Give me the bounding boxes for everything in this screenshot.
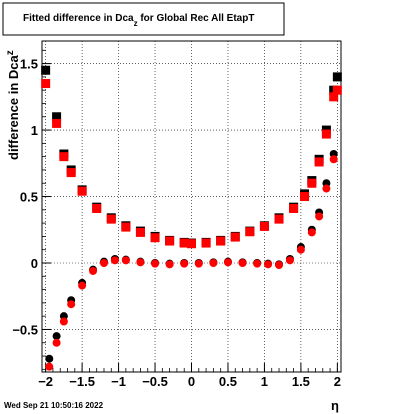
x-tick-label: −2	[38, 374, 53, 389]
data-point-circle	[121, 256, 130, 265]
y-tick-label: 0.5	[20, 190, 38, 205]
data-point-square	[92, 203, 102, 213]
data-point-square	[150, 233, 160, 243]
data-point-square	[274, 214, 284, 224]
data-point-circle	[78, 281, 87, 290]
data-point-square	[52, 118, 62, 128]
y-tick-label: −0.5	[12, 322, 38, 337]
data-point-square	[135, 227, 145, 237]
data-point-circle	[223, 258, 232, 267]
data-point-circle	[52, 338, 61, 347]
data-point-square	[52, 112, 62, 122]
data-point-square	[332, 72, 342, 82]
x-tick-label: 1.5	[292, 374, 310, 389]
data-point-square	[165, 236, 175, 246]
data-point-circle	[151, 259, 160, 268]
data-point-square	[216, 236, 226, 246]
data-point-circle	[67, 300, 76, 309]
data-point-circle	[315, 212, 324, 221]
x-tick-label: 0	[188, 374, 195, 389]
chart-title-subscript: z	[134, 19, 138, 28]
data-point-circle	[194, 259, 203, 268]
y-tick-label: 0	[31, 256, 38, 271]
data-point-circle	[45, 354, 54, 363]
x-tick-label: 1	[261, 374, 268, 389]
data-point-circle	[99, 258, 108, 267]
data-point-circle	[52, 332, 61, 341]
y-tick-label: 1	[31, 123, 38, 138]
x-tick-label: −0.5	[142, 374, 168, 389]
axis-ticks	[42, 49, 338, 372]
data-point-square	[187, 239, 196, 249]
data-point-circle	[329, 155, 338, 164]
x-axis-title: η	[331, 398, 339, 413]
chart-title-suffix: for Global Rec All EtapT	[138, 13, 255, 24]
data-point-circle	[89, 266, 98, 275]
data-point-square	[329, 92, 339, 102]
data-point-square	[300, 192, 310, 202]
data-point-square	[259, 221, 269, 231]
y-tick-label: 1.5	[20, 57, 38, 72]
data-point-square	[332, 85, 342, 95]
data-point-square	[41, 79, 51, 89]
data-point-circle	[180, 259, 189, 268]
tick-labels: −2 −1.5 −1 −0.5 0 0.5 1 1.5 2 −0.5 0 0.5 1 1.5	[12, 57, 341, 389]
data-point-circle	[253, 259, 262, 268]
chart-title: Fitted difference in Dcaz for Global Rec…	[23, 13, 254, 28]
data-point-square	[106, 214, 116, 224]
x-tick-label: 2	[334, 374, 341, 389]
data-point-circle	[165, 260, 174, 269]
data-point-circle	[59, 317, 68, 326]
data-point-square	[245, 227, 255, 237]
x-tick-label: 0.5	[219, 374, 237, 389]
data-points	[41, 65, 342, 371]
data-point-circle	[110, 256, 119, 265]
data-point-square	[66, 168, 76, 178]
data-point-circle	[307, 228, 316, 237]
data-point-circle	[275, 260, 284, 269]
data-point-circle	[209, 258, 218, 267]
data-point-circle	[136, 258, 145, 267]
data-point-square	[77, 186, 87, 196]
y-axis-title-subscript: z	[5, 50, 16, 55]
data-point-square	[201, 238, 211, 248]
data-point-square	[121, 222, 131, 232]
data-point-square	[321, 129, 331, 139]
data-point-circle	[296, 245, 305, 254]
data-point-square	[230, 232, 240, 242]
data-point-circle	[322, 184, 331, 193]
timestamp: Wed Sep 21 10:50:16 2022	[4, 401, 104, 410]
data-point-square	[59, 152, 69, 162]
data-point-circle	[45, 362, 54, 371]
data-point-square	[289, 203, 299, 213]
data-point-square	[307, 178, 317, 188]
data-point-square	[41, 65, 51, 75]
x-tick-label: −1	[111, 374, 126, 389]
x-tick-label: −1.5	[69, 374, 95, 389]
y-axis-title: difference in Dcaz	[5, 50, 21, 160]
data-point-circle	[264, 260, 273, 269]
data-point-square	[314, 157, 324, 167]
data-point-circle	[285, 256, 294, 265]
data-point-circle	[238, 258, 247, 267]
title-box: Fitted difference in Dcaz for Global Rec…	[2, 2, 285, 36]
data-point-square	[179, 238, 189, 248]
